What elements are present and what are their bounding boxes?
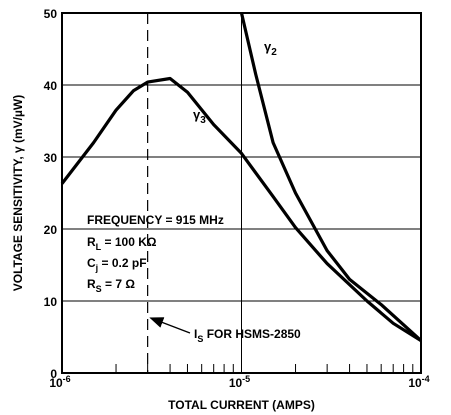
condition-line: RL = 100 KΩ bbox=[87, 235, 157, 252]
x-tick-label: 10-5 bbox=[229, 374, 250, 390]
series-label-2: γ2 bbox=[264, 39, 277, 58]
x-axis-label: TOTAL CURRENT (AMPS) bbox=[168, 398, 315, 412]
condition-line: Cj = 0.2 pF bbox=[87, 256, 147, 273]
y-tick-label: 50 bbox=[44, 7, 58, 21]
x-tick-labels: 10-6 10-5 10-4 bbox=[49, 374, 429, 390]
series-layer: γ3 γ2 bbox=[60, 12, 423, 342]
grid bbox=[61, 12, 422, 374]
y-tick-labels: 0 10 20 30 40 50 bbox=[44, 7, 58, 381]
y-tick-label: 40 bbox=[44, 79, 58, 93]
y-tick-label: 10 bbox=[44, 295, 58, 309]
series-line-2 bbox=[239, 12, 423, 342]
x-minor-ticks bbox=[115, 364, 414, 373]
reference-arrow bbox=[149, 317, 191, 334]
x-tick-label: 10-4 bbox=[408, 374, 429, 390]
series-label-3: γ3 bbox=[193, 107, 206, 126]
y-tick-label: 0 bbox=[50, 367, 57, 381]
reference-label: IS FOR HSMS-2850 bbox=[194, 327, 301, 344]
y-tick-label: 20 bbox=[44, 223, 58, 237]
conditions-annotation: FREQUENCY = 915 MHz RL = 100 KΩ Cj = 0.2 p… bbox=[87, 213, 224, 294]
y-axis-label: VOLTAGE SENSITIVITY, γ (mV/µW) bbox=[11, 95, 25, 292]
reference-label-text: IS FOR HSMS-2850 bbox=[194, 327, 301, 344]
y-tick-label: 30 bbox=[44, 151, 58, 165]
condition-line: RS = 7 Ω bbox=[87, 277, 135, 294]
series-line-3 bbox=[60, 76, 422, 342]
x-tick-label: 10-6 bbox=[49, 374, 70, 390]
condition-line: FREQUENCY = 915 MHz bbox=[87, 213, 224, 227]
